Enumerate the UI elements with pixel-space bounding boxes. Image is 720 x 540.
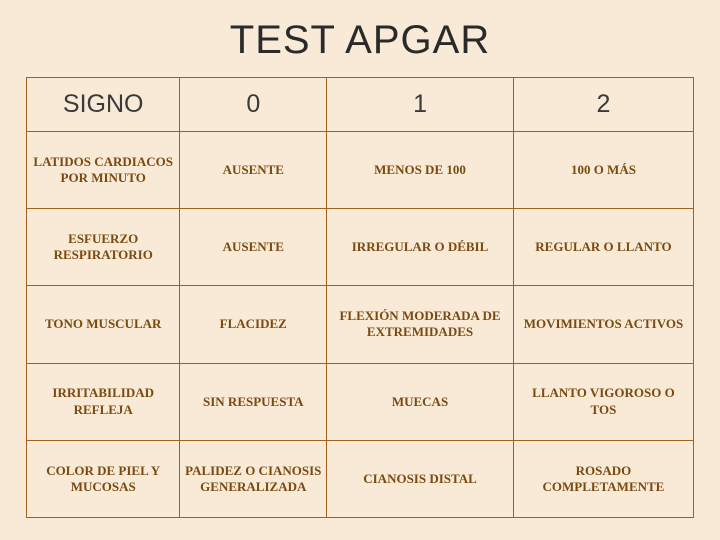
cell: AUSENTE <box>180 132 327 209</box>
cell: AUSENTE <box>180 209 327 286</box>
table-row: LATIDOS CARDIACOS POR MINUTO AUSENTE MEN… <box>27 132 694 209</box>
cell: CIANOSIS DISTAL <box>327 440 514 517</box>
col-header-1: 1 <box>327 78 514 132</box>
cell: REGULAR O LLANTO <box>513 209 693 286</box>
cell: MENOS DE 100 <box>327 132 514 209</box>
cell: SIN RESPUESTA <box>180 363 327 440</box>
table-row: ESFUERZO RESPIRATORIO AUSENTE IRREGULAR … <box>27 209 694 286</box>
col-header-0: 0 <box>180 78 327 132</box>
cell: MOVIMIENTOS ACTIVOS <box>513 286 693 363</box>
table-row: IRRITABILIDAD REFLEJA SIN RESPUESTA MUEC… <box>27 363 694 440</box>
cell: ROSADO COMPLETAMENTE <box>513 440 693 517</box>
cell: MUECAS <box>327 363 514 440</box>
row-label: TONO MUSCULAR <box>27 286 180 363</box>
table-header-row: SIGNO 0 1 2 <box>27 78 694 132</box>
col-header-signo: SIGNO <box>27 78 180 132</box>
row-label: ESFUERZO RESPIRATORIO <box>27 209 180 286</box>
row-label: LATIDOS CARDIACOS POR MINUTO <box>27 132 180 209</box>
apgar-table: SIGNO 0 1 2 LATIDOS CARDIACOS POR MINUTO… <box>26 77 694 518</box>
cell: FLEXIÓN MODERADA DE EXTREMIDADES <box>327 286 514 363</box>
cell: PALIDEZ O CIANOSIS GENERALIZADA <box>180 440 327 517</box>
row-label: COLOR DE PIEL Y MUCOSAS <box>27 440 180 517</box>
table-row: TONO MUSCULAR FLACIDEZ FLEXIÓN MODERADA … <box>27 286 694 363</box>
col-header-2: 2 <box>513 78 693 132</box>
cell: FLACIDEZ <box>180 286 327 363</box>
row-label: IRRITABILIDAD REFLEJA <box>27 363 180 440</box>
cell: LLANTO VIGOROSO O TOS <box>513 363 693 440</box>
page-title: TEST APGAR <box>26 18 694 63</box>
cell: IRREGULAR O DÉBIL <box>327 209 514 286</box>
table-row: COLOR DE PIEL Y MUCOSAS PALIDEZ O CIANOS… <box>27 440 694 517</box>
cell: 100 O MÁS <box>513 132 693 209</box>
